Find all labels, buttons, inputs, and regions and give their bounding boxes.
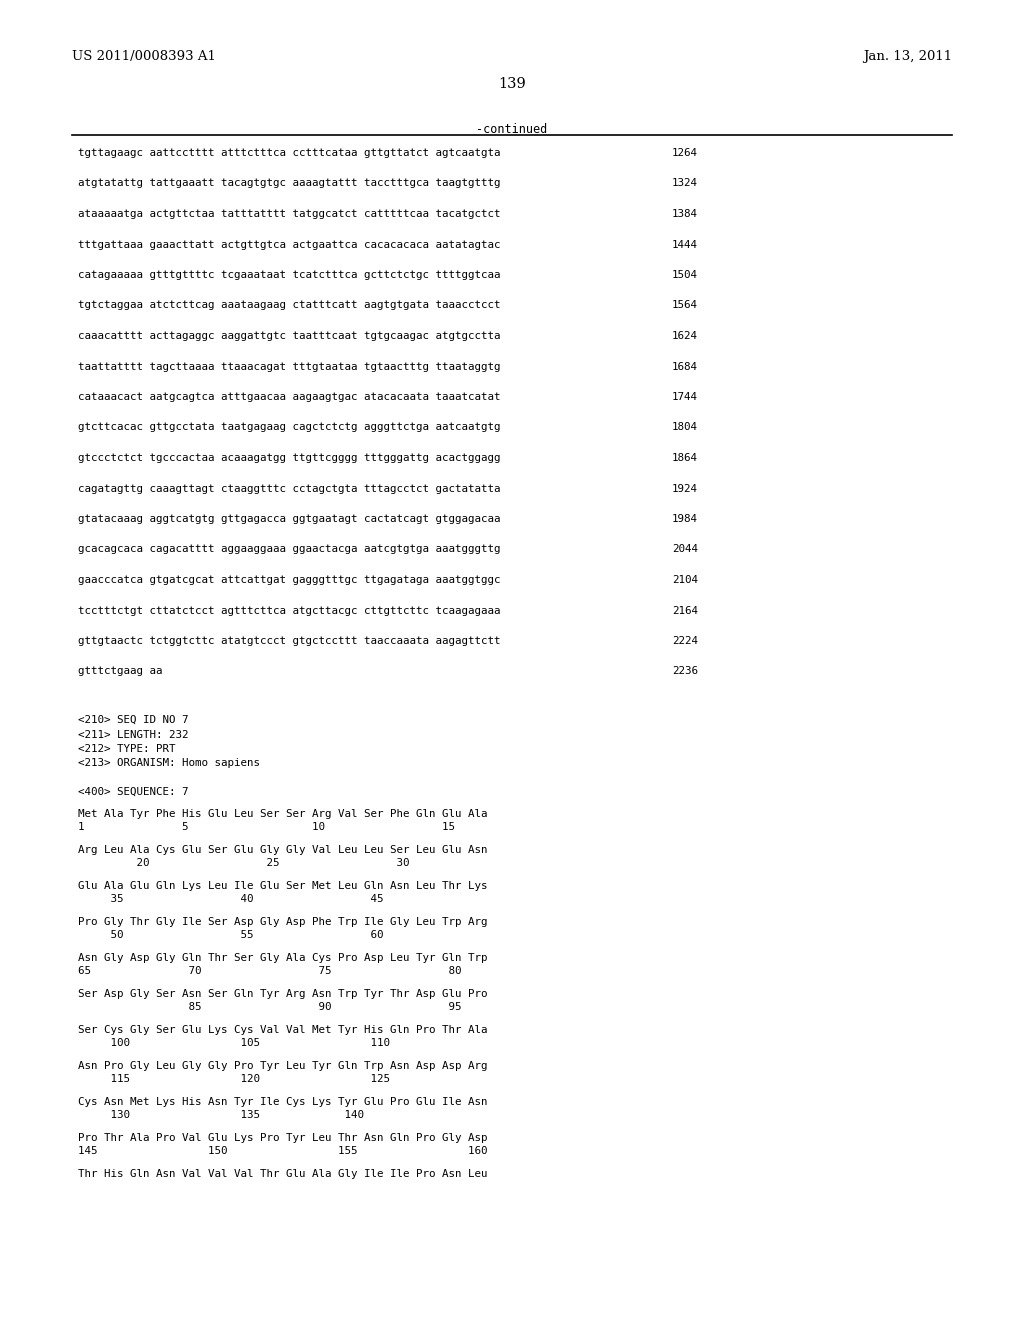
- Text: 50                  55                  60: 50 55 60: [78, 931, 384, 940]
- Text: 1               5                   10                  15: 1 5 10 15: [78, 822, 455, 833]
- Text: 1384: 1384: [672, 209, 698, 219]
- Text: 130                 135             140: 130 135 140: [78, 1110, 364, 1121]
- Text: catagaaaaa gtttgttttc tcgaaataat tcatctttca gcttctctgc ttttggtcaa: catagaaaaa gtttgttttc tcgaaataat tcatctt…: [78, 271, 501, 280]
- Text: 2236: 2236: [672, 667, 698, 676]
- Text: 100                 105                 110: 100 105 110: [78, 1039, 390, 1048]
- Text: 1504: 1504: [672, 271, 698, 280]
- Text: Met Ala Tyr Phe His Glu Leu Ser Ser Arg Val Ser Phe Gln Glu Ala: Met Ala Tyr Phe His Glu Leu Ser Ser Arg …: [78, 809, 487, 818]
- Text: 1804: 1804: [672, 422, 698, 433]
- Text: 2044: 2044: [672, 544, 698, 554]
- Text: 2104: 2104: [672, 576, 698, 585]
- Text: Ser Cys Gly Ser Glu Lys Cys Val Val Met Tyr His Gln Pro Thr Ala: Ser Cys Gly Ser Glu Lys Cys Val Val Met …: [78, 1026, 487, 1035]
- Text: US 2011/0008393 A1: US 2011/0008393 A1: [72, 50, 216, 63]
- Text: Arg Leu Ala Cys Glu Ser Glu Gly Gly Val Leu Leu Ser Leu Glu Asn: Arg Leu Ala Cys Glu Ser Glu Gly Gly Val …: [78, 845, 487, 855]
- Text: cagatagttg caaagttagt ctaaggtttc cctagctgta tttagcctct gactatatta: cagatagttg caaagttagt ctaaggtttc cctagct…: [78, 483, 501, 494]
- Text: <400> SEQUENCE: 7: <400> SEQUENCE: 7: [78, 787, 188, 797]
- Text: tgtctaggaa atctcttcag aaataagaag ctatttcatt aagtgtgata taaacctcct: tgtctaggaa atctcttcag aaataagaag ctatttc…: [78, 301, 501, 310]
- Text: 1564: 1564: [672, 301, 698, 310]
- Text: <212> TYPE: PRT: <212> TYPE: PRT: [78, 744, 175, 754]
- Text: ataaaaatga actgttctaa tatttatttt tatggcatct catttttcaa tacatgctct: ataaaaatga actgttctaa tatttatttt tatggca…: [78, 209, 501, 219]
- Text: gtccctctct tgcccactaa acaaagatgg ttgttcgggg tttgggattg acactggagg: gtccctctct tgcccactaa acaaagatgg ttgttcg…: [78, 453, 501, 463]
- Text: Cys Asn Met Lys His Asn Tyr Ile Cys Lys Tyr Glu Pro Glu Ile Asn: Cys Asn Met Lys His Asn Tyr Ile Cys Lys …: [78, 1097, 487, 1107]
- Text: gttgtaactc tctggtcttc atatgtccct gtgctccttt taaccaaata aagagttctt: gttgtaactc tctggtcttc atatgtccct gtgctcc…: [78, 636, 501, 645]
- Text: 1984: 1984: [672, 513, 698, 524]
- Text: 35                  40                  45: 35 40 45: [78, 895, 384, 904]
- Text: Pro Thr Ala Pro Val Glu Lys Pro Tyr Leu Thr Asn Gln Pro Gly Asp: Pro Thr Ala Pro Val Glu Lys Pro Tyr Leu …: [78, 1133, 487, 1143]
- Text: 145                 150                 155                 160: 145 150 155 160: [78, 1147, 487, 1156]
- Text: 1924: 1924: [672, 483, 698, 494]
- Text: 1684: 1684: [672, 362, 698, 371]
- Text: 20                  25                  30: 20 25 30: [78, 858, 410, 869]
- Text: Ser Asp Gly Ser Asn Ser Gln Tyr Arg Asn Trp Tyr Thr Asp Glu Pro: Ser Asp Gly Ser Asn Ser Gln Tyr Arg Asn …: [78, 989, 487, 999]
- Text: 65               70                  75                  80: 65 70 75 80: [78, 966, 462, 977]
- Text: 139: 139: [498, 77, 526, 91]
- Text: tgttagaagc aattcctttt atttctttca cctttcataa gttgttatct agtcaatgta: tgttagaagc aattcctttt atttctttca cctttca…: [78, 148, 501, 158]
- Text: atgtatattg tattgaaatt tacagtgtgc aaaagtattt tacctttgca taagtgtttg: atgtatattg tattgaaatt tacagtgtgc aaaagta…: [78, 178, 501, 189]
- Text: <211> LENGTH: 232: <211> LENGTH: 232: [78, 730, 188, 739]
- Text: tttgattaaa gaaacttatt actgttgtca actgaattca cacacacaca aatatagtac: tttgattaaa gaaacttatt actgttgtca actgaat…: [78, 239, 501, 249]
- Text: 1744: 1744: [672, 392, 698, 403]
- Text: 1624: 1624: [672, 331, 698, 341]
- Text: gtttctgaag aa: gtttctgaag aa: [78, 667, 163, 676]
- Text: Jan. 13, 2011: Jan. 13, 2011: [863, 50, 952, 63]
- Text: -continued: -continued: [476, 123, 548, 136]
- Text: <213> ORGANISM: Homo sapiens: <213> ORGANISM: Homo sapiens: [78, 759, 260, 768]
- Text: 115                 120                 125: 115 120 125: [78, 1074, 390, 1085]
- Text: taattatttt tagcttaaaa ttaaacagat tttgtaataa tgtaactttg ttaataggtg: taattatttt tagcttaaaa ttaaacagat tttgtaa…: [78, 362, 501, 371]
- Text: Thr His Gln Asn Val Val Val Thr Glu Ala Gly Ile Ile Pro Asn Leu: Thr His Gln Asn Val Val Val Thr Glu Ala …: [78, 1170, 487, 1179]
- Text: 2224: 2224: [672, 636, 698, 645]
- Text: gtatacaaag aggtcatgtg gttgagacca ggtgaatagt cactatcagt gtggagacaa: gtatacaaag aggtcatgtg gttgagacca ggtgaat…: [78, 513, 501, 524]
- Text: gcacagcaca cagacatttt aggaaggaaa ggaactacga aatcgtgtga aaatgggttg: gcacagcaca cagacatttt aggaaggaaa ggaacta…: [78, 544, 501, 554]
- Text: gaacccatca gtgatcgcat attcattgat gagggtttgc ttgagataga aaatggtggc: gaacccatca gtgatcgcat attcattgat gagggtt…: [78, 576, 501, 585]
- Text: tcctttctgt cttatctcct agtttcttca atgcttacgc cttgttcttc tcaagagaaa: tcctttctgt cttatctcct agtttcttca atgctta…: [78, 606, 501, 615]
- Text: Asn Gly Asp Gly Gln Thr Ser Gly Ala Cys Pro Asp Leu Tyr Gln Trp: Asn Gly Asp Gly Gln Thr Ser Gly Ala Cys …: [78, 953, 487, 964]
- Text: 2164: 2164: [672, 606, 698, 615]
- Text: 1324: 1324: [672, 178, 698, 189]
- Text: 1444: 1444: [672, 239, 698, 249]
- Text: Pro Gly Thr Gly Ile Ser Asp Gly Asp Phe Trp Ile Gly Leu Trp Arg: Pro Gly Thr Gly Ile Ser Asp Gly Asp Phe …: [78, 917, 487, 927]
- Text: 1864: 1864: [672, 453, 698, 463]
- Text: 85                  90                  95: 85 90 95: [78, 1002, 462, 1012]
- Text: caaacatttt acttagaggc aaggattgtc taatttcaat tgtgcaagac atgtgcctta: caaacatttt acttagaggc aaggattgtc taatttc…: [78, 331, 501, 341]
- Text: Glu Ala Glu Gln Lys Leu Ile Glu Ser Met Leu Gln Asn Leu Thr Lys: Glu Ala Glu Gln Lys Leu Ile Glu Ser Met …: [78, 880, 487, 891]
- Text: cataaacact aatgcagtca atttgaacaa aagaagtgac atacacaata taaatcatat: cataaacact aatgcagtca atttgaacaa aagaagt…: [78, 392, 501, 403]
- Text: <210> SEQ ID NO 7: <210> SEQ ID NO 7: [78, 715, 188, 725]
- Text: 1264: 1264: [672, 148, 698, 158]
- Text: gtcttcacac gttgcctata taatgagaag cagctctctg agggttctga aatcaatgtg: gtcttcacac gttgcctata taatgagaag cagctct…: [78, 422, 501, 433]
- Text: Asn Pro Gly Leu Gly Gly Pro Tyr Leu Tyr Gln Trp Asn Asp Asp Arg: Asn Pro Gly Leu Gly Gly Pro Tyr Leu Tyr …: [78, 1061, 487, 1071]
